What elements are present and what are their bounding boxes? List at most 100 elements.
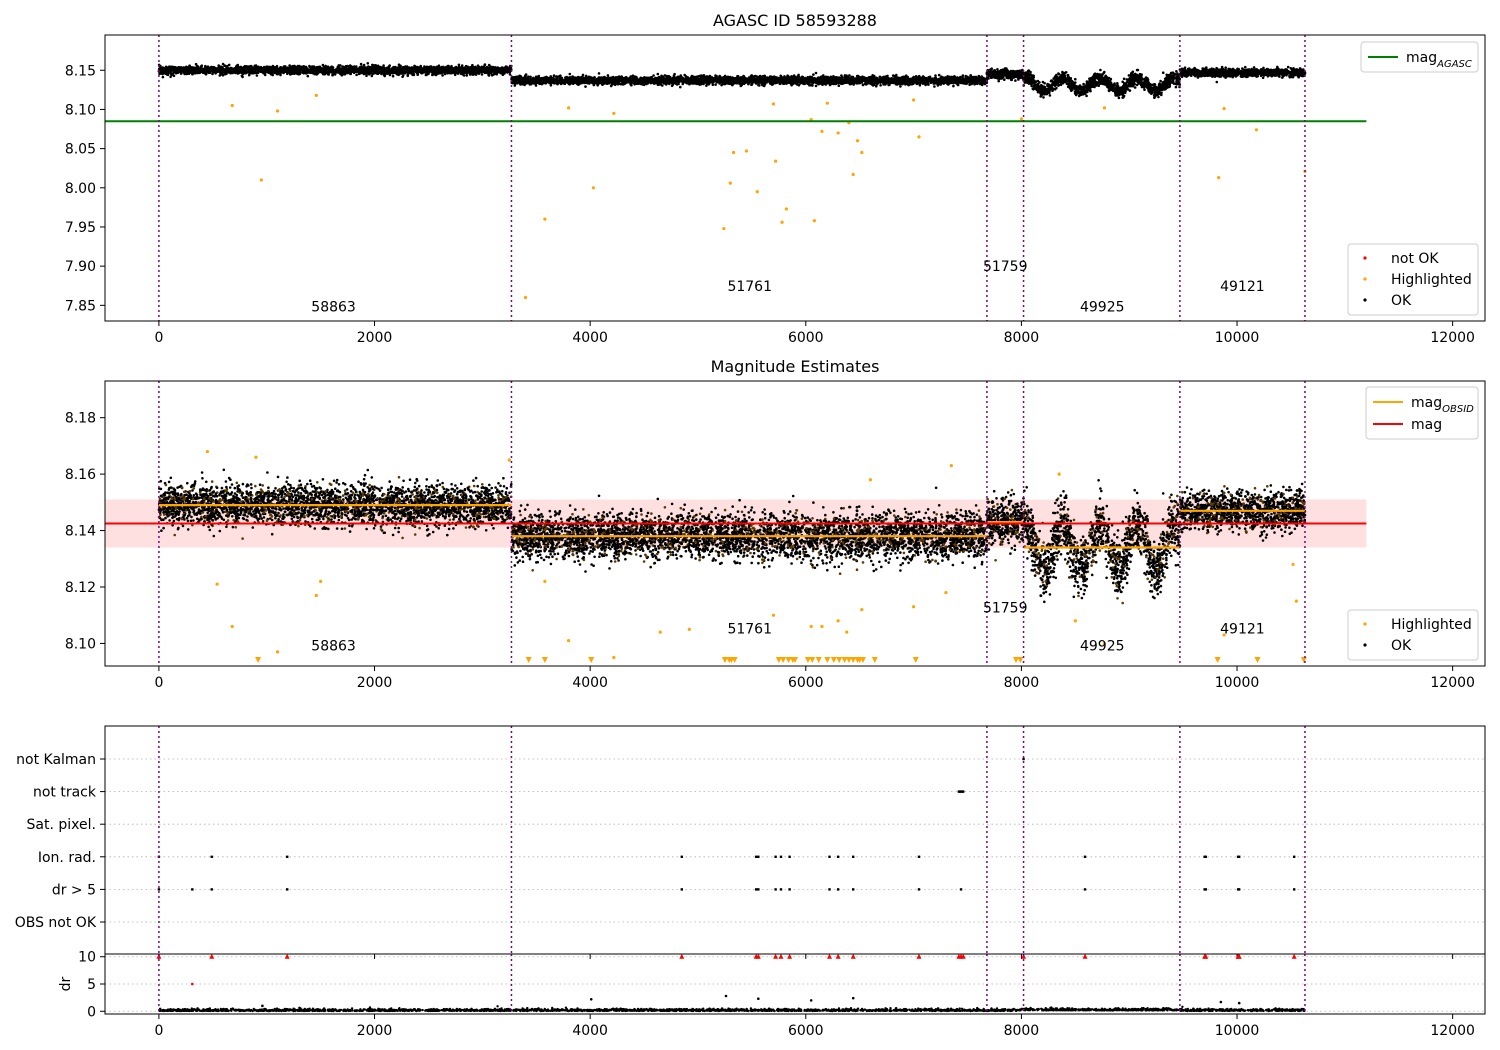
ok-point (357, 68, 360, 72)
ok-point (363, 67, 366, 71)
ok-point (362, 63, 366, 67)
ok-point (336, 69, 339, 73)
ok-point (899, 85, 902, 88)
ok-point (502, 70, 505, 74)
ok-point (188, 71, 191, 75)
ok-point (221, 73, 225, 77)
ok-point (494, 66, 497, 69)
ok-point (391, 69, 394, 72)
ok-point (171, 72, 174, 76)
ok-point (346, 64, 350, 68)
ok-point (478, 69, 482, 72)
ok-point (254, 64, 258, 67)
ok-point (166, 68, 169, 72)
ok-point (487, 63, 491, 67)
ok-point (407, 68, 411, 72)
ok-point (477, 72, 481, 75)
ok-point (386, 69, 390, 73)
ok-point (433, 69, 437, 72)
ok-point (397, 63, 401, 66)
ok-point (271, 67, 274, 71)
ok-point (413, 68, 417, 71)
ok-point (326, 71, 330, 74)
ok-point (359, 62, 363, 66)
ok-point (487, 74, 491, 77)
ok-point (240, 71, 244, 74)
ok-point (488, 67, 491, 70)
ok-point (402, 70, 406, 74)
ok-point (549, 84, 553, 87)
ok-point (266, 71, 270, 74)
ok-point (401, 68, 404, 71)
ok-point (342, 66, 345, 69)
ok-point (289, 70, 293, 73)
ok-point (499, 67, 502, 71)
ok-point (460, 64, 464, 67)
ok-point (246, 67, 250, 71)
ok-point (396, 68, 400, 72)
ok-point (237, 69, 240, 73)
ok-point (240, 67, 243, 70)
ok-point (370, 74, 374, 78)
ok-point (437, 64, 441, 67)
ok-point (306, 69, 310, 72)
agasc-magnitude-panel: AGASC ID 58593288 5886351761517594992549… (65, 11, 1486, 346)
ok-point (480, 65, 484, 69)
ok-point (309, 71, 312, 75)
ok-point (186, 66, 190, 69)
ok-point (243, 64, 247, 68)
ok-point (293, 70, 297, 73)
ok-point (465, 71, 469, 74)
ok-point (235, 64, 239, 68)
ok-point (403, 66, 406, 69)
ok-point (240, 74, 244, 77)
ok-point (317, 71, 320, 74)
ok-point (382, 66, 385, 69)
ok-point (426, 68, 430, 72)
ok-point (365, 68, 369, 72)
ok-point (346, 71, 350, 75)
ok-point (501, 73, 505, 76)
ok-point (282, 65, 286, 68)
ok-point (432, 65, 436, 69)
ok-point (372, 68, 376, 72)
ok-point (312, 69, 316, 72)
ok-point (331, 71, 335, 75)
ok-point (168, 68, 172, 72)
ok-point (440, 66, 444, 70)
ok-point (372, 71, 376, 74)
ok-point (933, 85, 936, 88)
ok-point (347, 69, 350, 72)
ok-point (397, 73, 401, 77)
ok-point (814, 71, 818, 75)
ok-point (366, 62, 370, 65)
ok-point (376, 71, 379, 75)
ok-point (215, 70, 218, 74)
ok-point (388, 73, 392, 77)
ok-point (441, 74, 444, 77)
ok-point (483, 64, 486, 67)
ok-point (337, 64, 341, 67)
ok-point (291, 65, 295, 69)
ok-point (460, 67, 463, 70)
ok-point (937, 73, 941, 77)
ok-point (456, 72, 460, 75)
ok-point (371, 63, 374, 67)
ok-point (202, 68, 206, 72)
ok-point (212, 70, 216, 74)
ok-point (355, 73, 358, 77)
ok-point (430, 65, 433, 68)
ok-point (297, 65, 301, 68)
ok-point (169, 65, 173, 69)
ok-point (438, 66, 441, 70)
ok-point (259, 65, 263, 69)
ok-point (480, 73, 484, 76)
ok-point (370, 66, 373, 69)
ok-point (276, 72, 279, 75)
ok-point (489, 71, 493, 75)
ok-point (451, 66, 455, 70)
ok-point (216, 68, 219, 71)
ok-point (378, 69, 382, 72)
ok-point (534, 84, 538, 87)
ok-point (261, 69, 265, 73)
